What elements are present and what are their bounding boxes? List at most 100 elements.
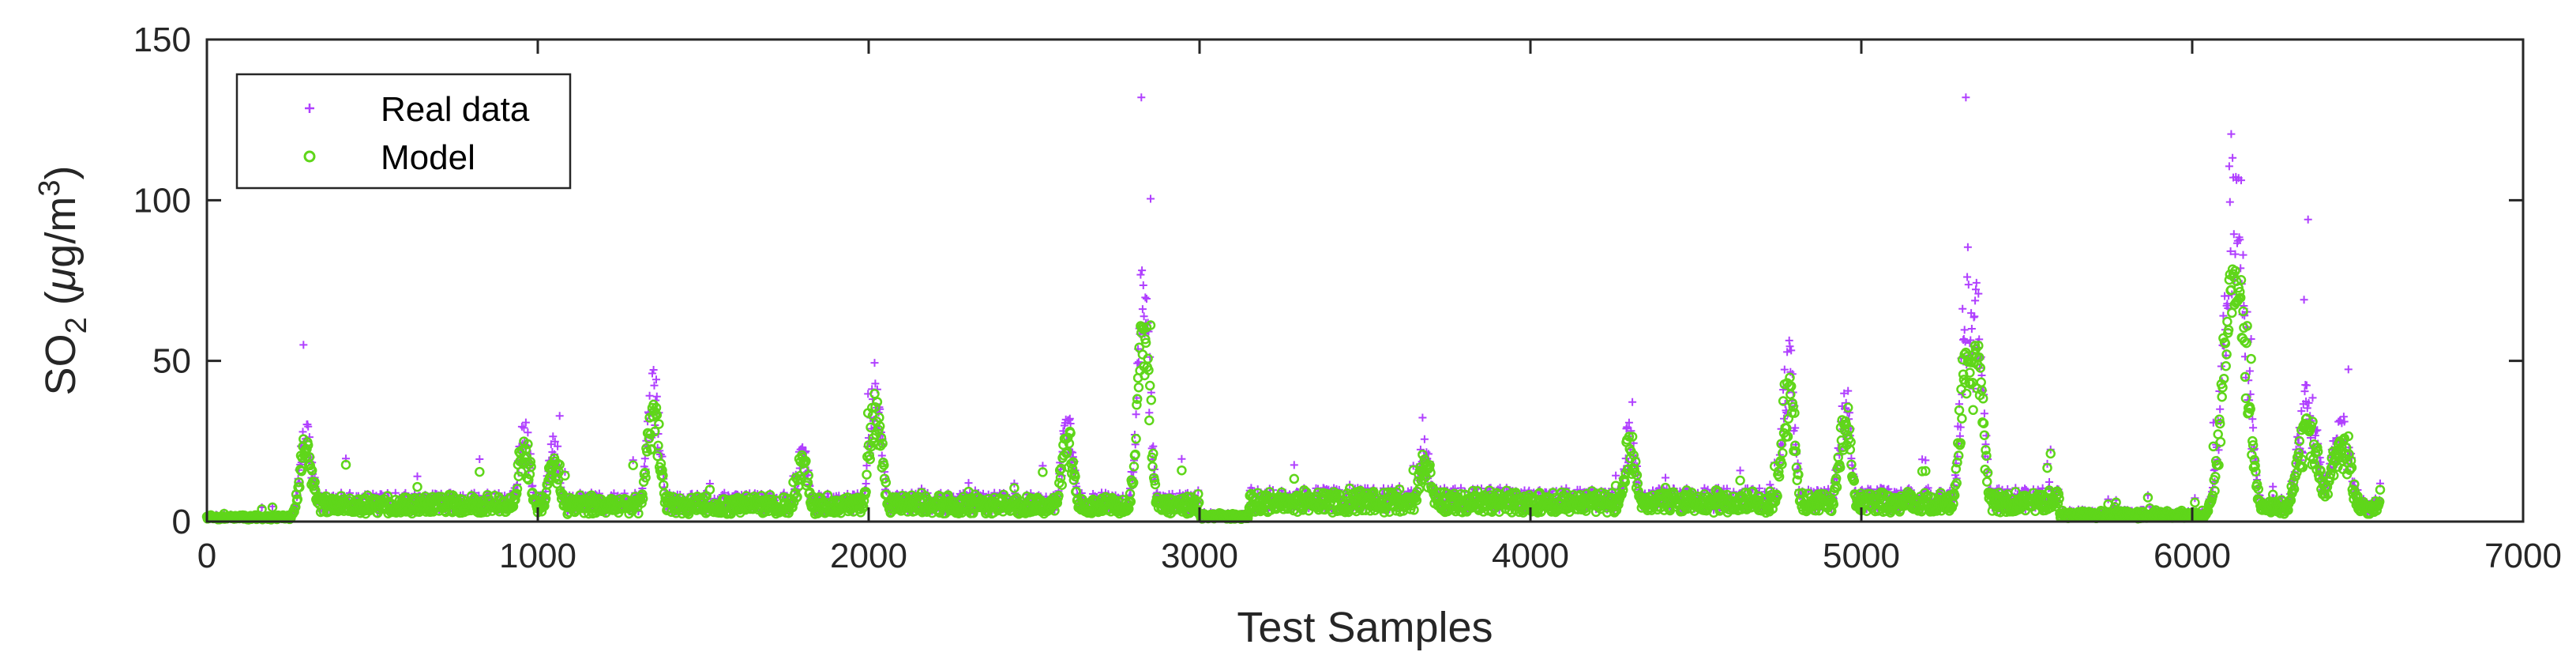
model-point	[633, 508, 644, 519]
legend-box	[235, 73, 572, 190]
model-point	[1921, 465, 1931, 477]
model-point	[1411, 495, 1422, 506]
model-point	[2214, 414, 2225, 425]
model-point	[1613, 499, 1624, 510]
legend-model-label: Model	[381, 138, 475, 177]
model-point	[1776, 439, 1786, 449]
model-point	[1068, 457, 1079, 467]
model-point	[2308, 454, 2319, 465]
model-point	[2214, 418, 2225, 429]
model-point	[1418, 449, 1428, 460]
model-point	[1144, 415, 1155, 426]
model-point	[2052, 498, 2063, 509]
model-point	[294, 477, 304, 488]
model-point	[1828, 499, 1839, 510]
model-point	[1789, 408, 1800, 418]
model-point	[2042, 462, 2052, 473]
model-point	[2208, 441, 2219, 452]
y-label-sub: 2	[60, 317, 93, 334]
model-point	[1009, 483, 1020, 493]
model-point	[2220, 338, 2231, 349]
model-point	[1951, 478, 1962, 488]
model-point	[2250, 461, 2260, 471]
model-point	[2374, 496, 2385, 507]
model-point	[1846, 459, 1857, 470]
model-point	[1533, 488, 1544, 499]
model-point	[2215, 437, 2226, 447]
model-point	[524, 474, 534, 485]
model-point	[512, 484, 523, 494]
model-point	[2294, 435, 2305, 447]
model-point	[1949, 490, 1960, 501]
model-point	[1786, 381, 1797, 392]
model-point	[764, 489, 775, 500]
model-point	[2217, 382, 2228, 393]
model-point	[1660, 482, 1671, 493]
model-point	[526, 462, 536, 472]
model-point	[1792, 475, 1802, 485]
model-point	[872, 397, 883, 407]
model-point	[704, 484, 715, 495]
model-point	[2249, 454, 2260, 465]
model-point	[1814, 505, 1824, 516]
model-point	[654, 419, 664, 429]
model-point	[1132, 400, 1142, 410]
model-point	[1978, 418, 1989, 428]
model-point	[1788, 401, 1798, 413]
model-point	[1735, 475, 1745, 486]
model-point	[1144, 380, 1155, 391]
model-point	[2297, 462, 2308, 473]
model-point	[554, 459, 565, 470]
model-point	[2210, 485, 2220, 496]
model-point	[2253, 484, 2264, 495]
model-point	[637, 493, 648, 504]
model-point	[1128, 462, 1140, 472]
model-point	[865, 454, 875, 465]
model-point	[1038, 467, 1048, 477]
legend-real-data-marker	[305, 104, 314, 113]
model-point	[2371, 505, 2383, 516]
model-point	[1846, 437, 1856, 447]
y-label-base: SO	[37, 334, 84, 395]
x-tick-label: 0	[197, 537, 216, 575]
model-point	[1831, 482, 1842, 492]
model-point	[2239, 336, 2250, 347]
model-point	[2218, 373, 2229, 384]
model-point	[1834, 462, 1846, 473]
model-point	[787, 502, 798, 513]
model-point	[2323, 489, 2334, 499]
model-point	[2142, 492, 2154, 503]
y-tick-label: 150	[133, 21, 191, 59]
model-point	[1968, 405, 1978, 416]
model-point	[1624, 431, 1635, 442]
model-point	[1070, 471, 1080, 482]
y-label-close: )	[37, 166, 84, 180]
y-tick-label: 100	[133, 181, 191, 220]
model-point	[1954, 405, 1965, 416]
model-point	[2375, 484, 2386, 495]
model-point	[1797, 488, 1808, 498]
model-point	[1057, 480, 1067, 490]
model-point	[640, 473, 651, 483]
model-point	[877, 438, 888, 449]
legend-real-data-label: Real data	[381, 90, 530, 129]
model-point	[652, 409, 663, 420]
model-point	[2251, 479, 2262, 490]
legend: Real data Model	[235, 73, 572, 190]
model-point	[792, 492, 802, 502]
y-label-sup: 3	[33, 180, 66, 197]
model-point	[1143, 353, 1153, 364]
model-point	[1977, 394, 1988, 404]
model-point	[2230, 266, 2240, 277]
model-point	[1982, 468, 1993, 478]
model-point	[2214, 460, 2224, 470]
model-point	[2306, 420, 2317, 431]
model-point	[525, 457, 536, 467]
model-point	[1981, 445, 1991, 455]
x-tick-label: 3000	[1161, 537, 1238, 575]
model-point	[874, 421, 885, 431]
y-tick-label: 50	[152, 342, 191, 381]
model-point	[858, 496, 869, 507]
model-point	[1455, 488, 1466, 499]
